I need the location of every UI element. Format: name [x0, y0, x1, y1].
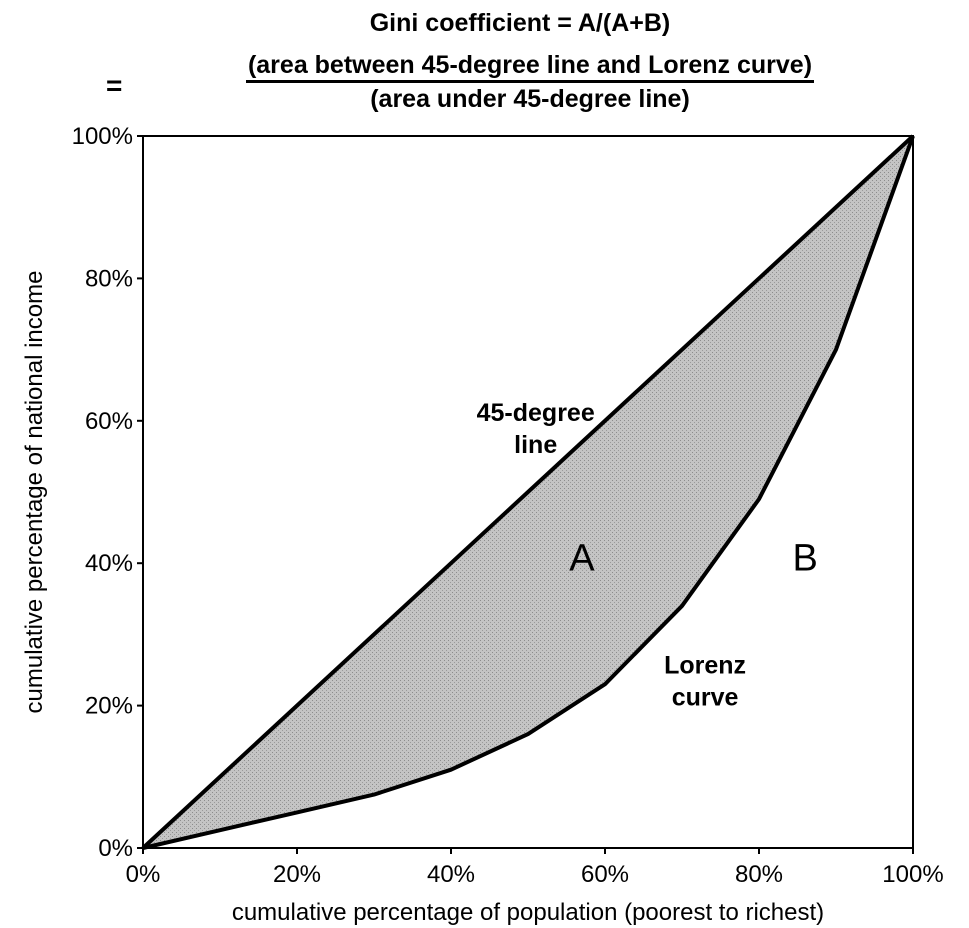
series-45-degree-line	[141, 134, 915, 850]
y-tick-label: 80%	[85, 265, 133, 292]
y-tick-label: 100%	[72, 123, 133, 150]
formula-equals-sign: =	[106, 70, 123, 101]
formula-fraction: (area between 45-degree line and Lorenz …	[140, 50, 920, 114]
formula-denominator: (area under 45-degree line)	[370, 85, 690, 113]
annotation-b: B	[793, 537, 818, 579]
formula-numerator: (area between 45-degree line and Lorenz …	[245, 50, 815, 83]
y-tick-label: 60%	[85, 408, 133, 435]
annotation-curve: curve	[672, 684, 739, 712]
chart-title: Gini coefficient = A/(A+B)	[369, 9, 671, 37]
series-lorenz-curve	[142, 135, 915, 850]
y-tick-label: 20%	[85, 693, 133, 720]
x-tick-label: 40%	[427, 861, 475, 888]
y-axis-label: cumulative percentage of national income	[21, 271, 48, 714]
plot-area-frame	[142, 135, 914, 849]
y-tick-label: 40%	[85, 550, 133, 577]
x-tick-label: 100%	[882, 861, 943, 888]
annotation-line: line	[514, 431, 557, 459]
x-axis-label: cumulative percentage of population (poo…	[232, 899, 824, 926]
annotation-a: A	[569, 537, 595, 579]
x-tick-label: 60%	[581, 861, 629, 888]
annotation-45-degree: 45-degree	[477, 399, 595, 427]
x-tick-label: 80%	[735, 861, 783, 888]
annotation-lorenz: Lorenz	[664, 652, 746, 680]
y-tick-label: 0%	[98, 835, 133, 862]
x-tick-label: 0%	[126, 861, 161, 888]
chart-title-block: Gini coefficient = A/(A+B)	[100, 8, 940, 38]
x-tick-label: 20%	[273, 861, 321, 888]
